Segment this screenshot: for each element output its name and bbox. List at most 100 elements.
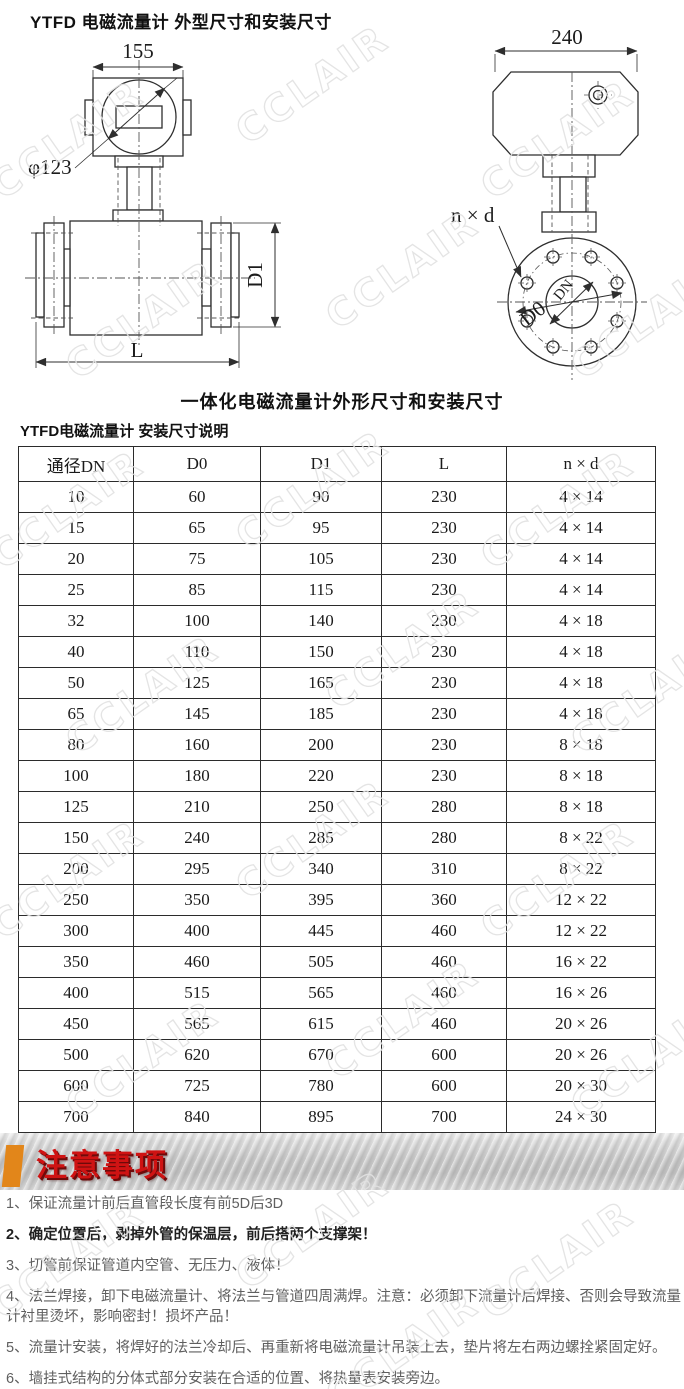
drawings-caption: 一体化电磁流量计外形尺寸和安装尺寸 [180, 392, 504, 412]
table-cell: 150 [260, 636, 382, 668]
table-cell: 140 [260, 605, 382, 637]
table-cell: 230 [381, 574, 507, 606]
table-cell: 90 [260, 481, 382, 513]
table-row: 80 160 200 230 8 × 18 [18, 729, 656, 761]
table-cell: 24 × 30 [506, 1101, 656, 1133]
table-cell: 95 [260, 512, 382, 544]
table-cell: 230 [381, 481, 507, 513]
table-cell: 350 [133, 884, 261, 916]
table-cell: 400 [133, 915, 261, 947]
table-cell: 230 [381, 698, 507, 730]
table-row: 125 210 250 280 8 × 18 [18, 791, 656, 823]
notes-list: 1、保证流量计前后直管段长度有前5D后3D 2、确定位置后，剥掉外管的保温层，前后… [6, 1194, 682, 1389]
table-cell: 230 [381, 667, 507, 699]
note-item: 2、确定位置后，剥掉外管的保温层，前后搭两个支撑架！ [6, 1227, 377, 1243]
table-row: 50 125 165 230 4 × 18 [18, 667, 656, 699]
notice-banner: 注意事项 [0, 1133, 684, 1190]
table-cell: 145 [133, 698, 261, 730]
dim-nxd-label: n × d [451, 203, 495, 227]
table-cell: 295 [133, 853, 261, 885]
bolt-holes [518, 248, 626, 356]
table-cell: 230 [381, 543, 507, 575]
table-cell: 4 × 14 [506, 512, 656, 544]
table-cell: 725 [133, 1070, 261, 1102]
table-row: 350 460 505 460 16 × 22 [18, 946, 656, 978]
table-cell: 65 [18, 698, 134, 730]
table-cell: 125 [133, 667, 261, 699]
table-row: 400 515 565 460 16 × 26 [18, 977, 656, 1009]
table-cell: 460 [133, 946, 261, 978]
table-cell: 250 [260, 791, 382, 823]
table-cell: 250 [18, 884, 134, 916]
table-row: 100 180 220 230 8 × 18 [18, 760, 656, 792]
table-cell: 165 [260, 667, 382, 699]
table-row: 450 565 615 460 20 × 26 [18, 1008, 656, 1040]
table-cell: 65 [133, 512, 261, 544]
table-row: 700 840 895 700 24 × 30 [18, 1101, 656, 1133]
table-cell: 8 × 18 [506, 791, 656, 823]
table-cell: 230 [381, 512, 507, 544]
column-header: D0 [133, 446, 261, 482]
table-cell: 12 × 22 [506, 915, 656, 947]
table-cell: 210 [133, 791, 261, 823]
table-cell: 4 × 18 [506, 667, 656, 699]
table-cell: 100 [133, 605, 261, 637]
table-cell: 460 [381, 915, 507, 947]
table-cell: 395 [260, 884, 382, 916]
table-cell: 16 × 22 [506, 946, 656, 978]
table-cell: 80 [18, 729, 134, 761]
table-cell: 700 [381, 1101, 507, 1133]
table-cell: 780 [260, 1070, 382, 1102]
column-header: 通径DN [18, 446, 134, 482]
dim-155-label: 155 [122, 40, 154, 63]
table-cell: 105 [260, 543, 382, 575]
table-cell: 20 × 26 [506, 1008, 656, 1040]
notice-title: 注意事项 [36, 1148, 168, 1183]
column-header: D1 [260, 446, 382, 482]
table-cell: 50 [18, 667, 134, 699]
table-row: 15 65 95 230 4 × 14 [18, 512, 656, 544]
table-row: 500 620 670 600 20 × 26 [18, 1039, 656, 1071]
table-cell: 460 [381, 946, 507, 978]
note-item: 1、保证流量计前后直管段长度有前5D后3D [6, 1196, 284, 1212]
table-cell: 4 × 18 [506, 636, 656, 668]
table-cell: 460 [381, 977, 507, 1009]
table-cell: 670 [260, 1039, 382, 1071]
table-cell: 280 [381, 791, 507, 823]
table-cell: 115 [260, 574, 382, 606]
table-cell: 20 × 30 [506, 1070, 656, 1102]
table-cell: 32 [18, 605, 134, 637]
table-cell: 10 [18, 481, 134, 513]
table-cell: 445 [260, 915, 382, 947]
dim-diameter-label: φ123 [28, 155, 72, 179]
table-row: 20 75 105 230 4 × 14 [18, 543, 656, 575]
table-cell: 220 [260, 760, 382, 792]
table-cell: 230 [381, 605, 507, 637]
table-cell: 160 [133, 729, 261, 761]
table-cell: 85 [133, 574, 261, 606]
table-row: 32 100 140 230 4 × 18 [18, 605, 656, 637]
table-cell: 20 × 26 [506, 1039, 656, 1071]
table-cell: 4 × 14 [506, 543, 656, 575]
table-cell: 280 [381, 822, 507, 854]
table-cell: 615 [260, 1008, 382, 1040]
table-cell: 75 [133, 543, 261, 575]
table-cell: 8 × 22 [506, 822, 656, 854]
table-cell: 460 [381, 1008, 507, 1040]
side-view-drawing: 155 φ123 D1 L [25, 40, 281, 368]
table-row: 250 350 395 360 12 × 22 [18, 884, 656, 916]
table-cell: 8 × 22 [506, 853, 656, 885]
table-cell: 285 [260, 822, 382, 854]
table-cell: 230 [381, 760, 507, 792]
table-cell: 200 [18, 853, 134, 885]
table-row: 300 400 445 460 12 × 22 [18, 915, 656, 947]
table-cell: 230 [381, 636, 507, 668]
table-cell: 185 [260, 698, 382, 730]
table-cell: 340 [260, 853, 382, 885]
table-cell: 450 [18, 1008, 134, 1040]
table-cell: 240 [133, 822, 261, 854]
note-item: 4、法兰焊接，卸下电磁流量计、将法兰与管道四周满焊。注意：必须卸下流量计后焊接、… [6, 1289, 682, 1325]
table-cell: 500 [18, 1039, 134, 1071]
